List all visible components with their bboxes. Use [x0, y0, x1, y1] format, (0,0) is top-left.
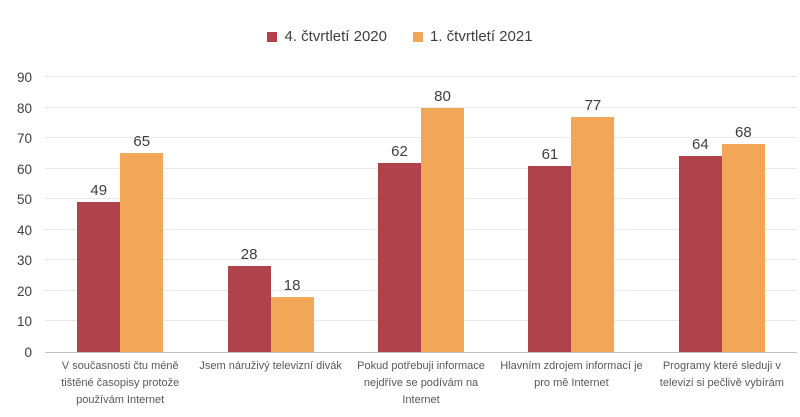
bar-with-label: 65 — [120, 133, 164, 352]
bar-with-label: 62 — [378, 142, 422, 352]
bar-with-label: 77 — [571, 96, 615, 352]
gridline — [45, 106, 797, 108]
bar-value-label: 77 — [584, 96, 602, 114]
bar-groups: 49 65 28 18 62 80 61 77 64 68 — [45, 77, 797, 352]
legend: 4. čtvrtletí 2020 1. čtvrtletí 2021 — [0, 28, 800, 45]
bar-q1-2021 — [571, 116, 615, 352]
bar-value-label: 65 — [133, 133, 151, 151]
bar-value-label: 64 — [691, 136, 709, 154]
legend-swatch-q4-2020-icon — [267, 31, 278, 42]
bar-value-label: 61 — [541, 145, 559, 163]
bar-q1-2021 — [421, 107, 465, 352]
y-tick-label: 70 — [16, 131, 32, 147]
y-tick-label: 80 — [16, 100, 32, 116]
bar-q4-2020 — [378, 162, 422, 352]
bar-q4-2020 — [528, 165, 572, 352]
bar-value-label: 80 — [434, 87, 451, 105]
bar-group: 49 65 — [45, 77, 195, 352]
bar-q1-2021 — [270, 297, 314, 352]
gridline — [45, 76, 797, 77]
legend-item-q4-2020: 4. čtvrtletí 2020 — [267, 28, 387, 45]
y-tick-label: 50 — [16, 192, 32, 208]
bar-q1-2021 — [721, 144, 765, 352]
y-tick-label: 10 — [16, 314, 32, 330]
category-label: Jsem náruživý televizní divák — [199, 360, 342, 372]
bar-with-label: 49 — [77, 182, 121, 352]
bar-q4-2020 — [227, 266, 271, 352]
y-axis: 0 10 20 30 40 50 60 70 80 90 — [0, 70, 38, 360]
legend-label-q4-2020: 4. čtvrtletí 2020 — [284, 28, 387, 45]
category-label: V současnosti čtu méně tištěné časopisy … — [61, 360, 180, 407]
category-label: Pokud potřebuji informace nejdříve se po… — [357, 360, 485, 407]
bar-with-label: 28 — [227, 246, 271, 352]
bar-with-label: 80 — [421, 87, 465, 352]
bar-q1-2021 — [120, 153, 164, 352]
bar-value-label: 18 — [283, 277, 301, 294]
bar-value-label: 28 — [240, 246, 258, 264]
bar-group: 28 18 — [195, 77, 345, 352]
bar-with-label: 61 — [528, 145, 572, 352]
y-tick-label: 90 — [16, 70, 32, 85]
gridline — [45, 137, 797, 139]
y-tick-label: 40 — [16, 222, 32, 238]
bar-group: 61 77 — [496, 77, 646, 352]
legend-label-q1-2021: 1. čtvrtletí 2021 — [430, 28, 533, 45]
bar-with-label: 64 — [678, 136, 722, 352]
bar-with-label: 68 — [721, 124, 765, 352]
bar-q4-2020 — [678, 156, 722, 352]
y-tick-label: 0 — [24, 345, 32, 360]
bar-value-label: 62 — [391, 142, 408, 160]
category-label: Hlavním zdrojem informací je pro mě Inte… — [500, 360, 643, 390]
legend-swatch-q1-2021-icon — [413, 31, 423, 42]
bar-value-label: 49 — [90, 182, 108, 200]
y-tick-label: 30 — [16, 253, 32, 269]
plot-area: 49 65 28 18 62 80 61 77 64 68 — [45, 76, 797, 353]
y-tick-label: 20 — [16, 283, 32, 299]
bar-q4-2020 — [77, 202, 121, 352]
legend-item-q1-2021: 1. čtvrtletí 2021 — [413, 28, 533, 45]
y-tick-label: 60 — [16, 161, 32, 177]
bar-group: 62 80 — [346, 77, 496, 352]
bar-group: 64 68 — [647, 77, 797, 352]
x-axis-labels: V současnosti čtu méně tištěné časopisy … — [45, 358, 797, 409]
category-label: Programy které sleduji v televizi si peč… — [659, 360, 784, 390]
bar-value-label: 68 — [734, 124, 752, 142]
bar-with-label: 18 — [270, 277, 314, 352]
